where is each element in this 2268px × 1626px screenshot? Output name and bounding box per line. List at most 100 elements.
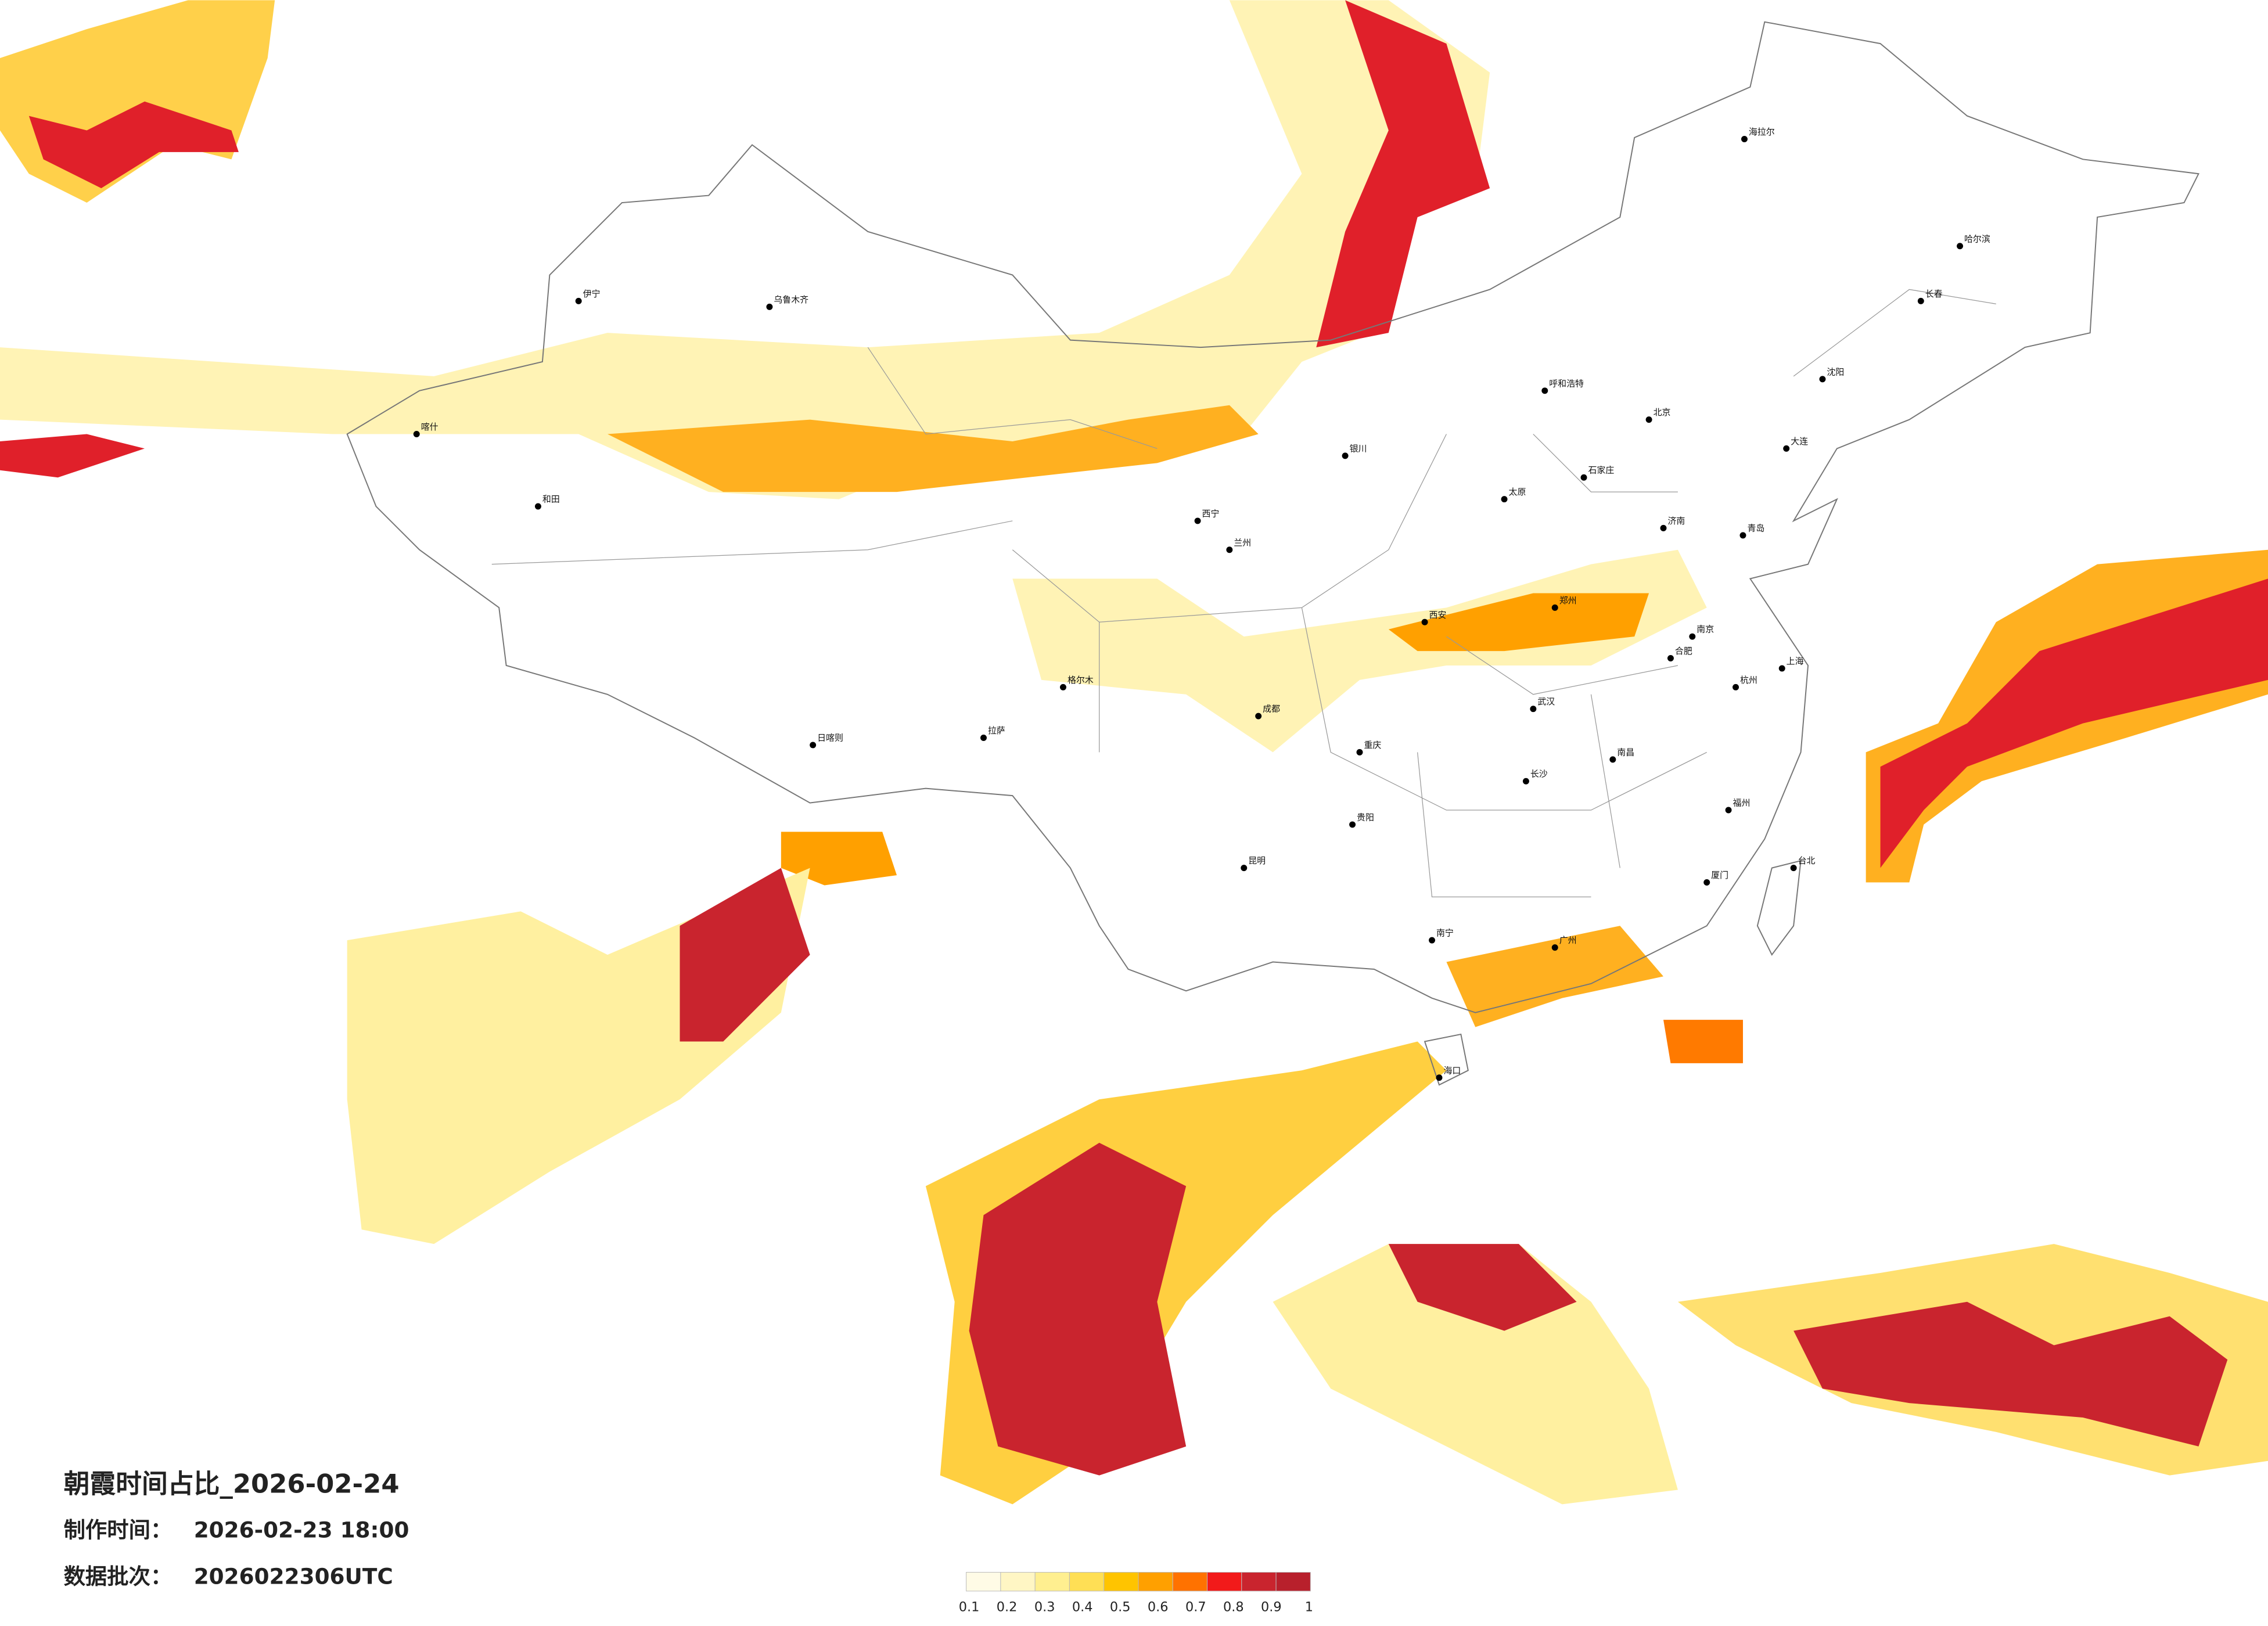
coverage-layer — [0, 0, 2268, 1505]
legend-tick-label: 0.4 — [1072, 1600, 1093, 1615]
legend-swatch — [1172, 1571, 1208, 1592]
city-label: 大连 — [1791, 436, 1808, 447]
city-dot — [534, 503, 541, 510]
city-dot — [1689, 633, 1696, 640]
city-label: 长春 — [1925, 289, 1943, 299]
province-lines — [491, 289, 1996, 898]
city-label: 太原 — [1509, 487, 1526, 497]
city-label: 贵阳 — [1357, 812, 1374, 822]
city-dot — [1356, 749, 1363, 756]
city-dot — [1917, 297, 1924, 304]
city-label: 杭州 — [1740, 675, 1757, 685]
legend-tick-label: 0.5 — [1110, 1600, 1131, 1615]
city-dot — [1530, 706, 1537, 713]
city-label: 济南 — [1667, 516, 1685, 526]
city-dot — [980, 735, 987, 741]
city-label: 厦门 — [1711, 870, 1728, 880]
legend-swatch — [966, 1571, 1001, 1592]
city-dot — [1522, 778, 1529, 785]
legend-swatch — [1034, 1571, 1070, 1592]
info-label: 制作时间： — [64, 1517, 172, 1543]
city-dot — [1819, 376, 1826, 383]
city-dot — [1733, 684, 1739, 690]
coverage-patch — [1793, 1301, 2228, 1447]
city-dot — [1551, 944, 1558, 951]
legend-tick-label: 0.7 — [1185, 1600, 1206, 1615]
city-label: 广州 — [1559, 935, 1577, 945]
city-dot — [1580, 474, 1587, 481]
city-label: 昆明 — [1248, 855, 1266, 866]
city-dot — [1349, 821, 1356, 828]
city-label: 乌鲁木齐 — [774, 294, 808, 305]
coverage-patch — [1446, 926, 1663, 1027]
info-value: 2026-02-23 18:00 — [194, 1517, 409, 1543]
legend-tick-label: 1 — [1305, 1600, 1313, 1615]
city-dot — [1241, 865, 1248, 872]
legend-tick-label: 0.1 — [959, 1600, 980, 1615]
city-dot — [1059, 684, 1066, 690]
coverage-patch — [1316, 0, 1490, 348]
city-label: 呼和浩特 — [1549, 378, 1584, 388]
city-label: 郑州 — [1559, 595, 1577, 606]
city-dot — [1342, 452, 1349, 459]
city-label: 喀什 — [421, 422, 438, 432]
city-label: 重庆 — [1364, 740, 1381, 750]
city-dot — [575, 297, 582, 304]
city-label: 台北 — [1798, 855, 1816, 866]
city-dot — [1429, 937, 1436, 944]
city-dot — [1551, 604, 1558, 611]
coverage-patch — [680, 868, 810, 1042]
city-dot — [1783, 445, 1790, 452]
boundaries — [346, 21, 2199, 1086]
city-label: 日喀则 — [817, 732, 843, 743]
info-label: 数据批次： — [64, 1563, 172, 1589]
coverage-patch — [1388, 1244, 1577, 1331]
legend-tick-label: 0.6 — [1148, 1600, 1169, 1615]
coverage-patch — [1273, 1244, 1678, 1505]
legend-swatch — [1069, 1571, 1105, 1592]
map-title: 朝霞时间占比_2026-02-24 — [64, 1469, 400, 1499]
city-label: 和田 — [542, 494, 560, 505]
city-dot — [1739, 532, 1746, 539]
coverage-patch — [607, 405, 1259, 492]
city-label: 石家庄 — [1588, 465, 1614, 476]
city-label: 沈阳 — [1827, 366, 1844, 377]
city-label: 南宁 — [1436, 928, 1454, 938]
legend: 0.1 0.2 0.3 0.4 0.5 0.6 0.7 0.8 0.9 1 — [959, 1571, 1313, 1615]
legend-swatch — [1241, 1571, 1277, 1592]
city-dot — [1226, 546, 1233, 553]
country-outline — [346, 21, 2199, 1013]
city-label: 南昌 — [1617, 747, 1634, 757]
city-label: 哈尔滨 — [1964, 233, 1990, 244]
hainan-outline — [1424, 1033, 1469, 1086]
coverage-patch — [1388, 593, 1649, 652]
coverage-patch — [0, 0, 275, 203]
city-label: 西宁 — [1202, 508, 1220, 519]
city-dot — [1703, 879, 1710, 886]
city-label: 长沙 — [1530, 769, 1548, 779]
coverage-patch — [0, 434, 145, 478]
coverage-patch — [28, 101, 239, 189]
coverage-patch — [1880, 578, 2268, 868]
legend-tick-label: 0.3 — [1034, 1600, 1055, 1615]
coverage-patch — [969, 1142, 1187, 1476]
city-label: 伊宁 — [583, 289, 601, 299]
legend-swatch — [1207, 1571, 1242, 1592]
city-dot — [1778, 665, 1785, 672]
city-dot — [766, 303, 773, 310]
city-dot — [1421, 618, 1428, 625]
city-label: 海口 — [1443, 1065, 1461, 1075]
legend-tick-label: 0.9 — [1261, 1600, 1282, 1615]
city-dot — [1541, 387, 1548, 394]
city-label: 武汉 — [1537, 696, 1555, 707]
city-label: 格尔木 — [1067, 675, 1094, 685]
city-label: 兰州 — [1234, 537, 1251, 548]
city-label: 上海 — [1787, 656, 1804, 666]
city-label: 福州 — [1733, 798, 1751, 808]
city-label: 海拉尔 — [1749, 127, 1775, 137]
coverage-patch — [1012, 549, 1707, 753]
legend-swatch — [1104, 1571, 1139, 1592]
city-label: 青岛 — [1747, 523, 1764, 533]
